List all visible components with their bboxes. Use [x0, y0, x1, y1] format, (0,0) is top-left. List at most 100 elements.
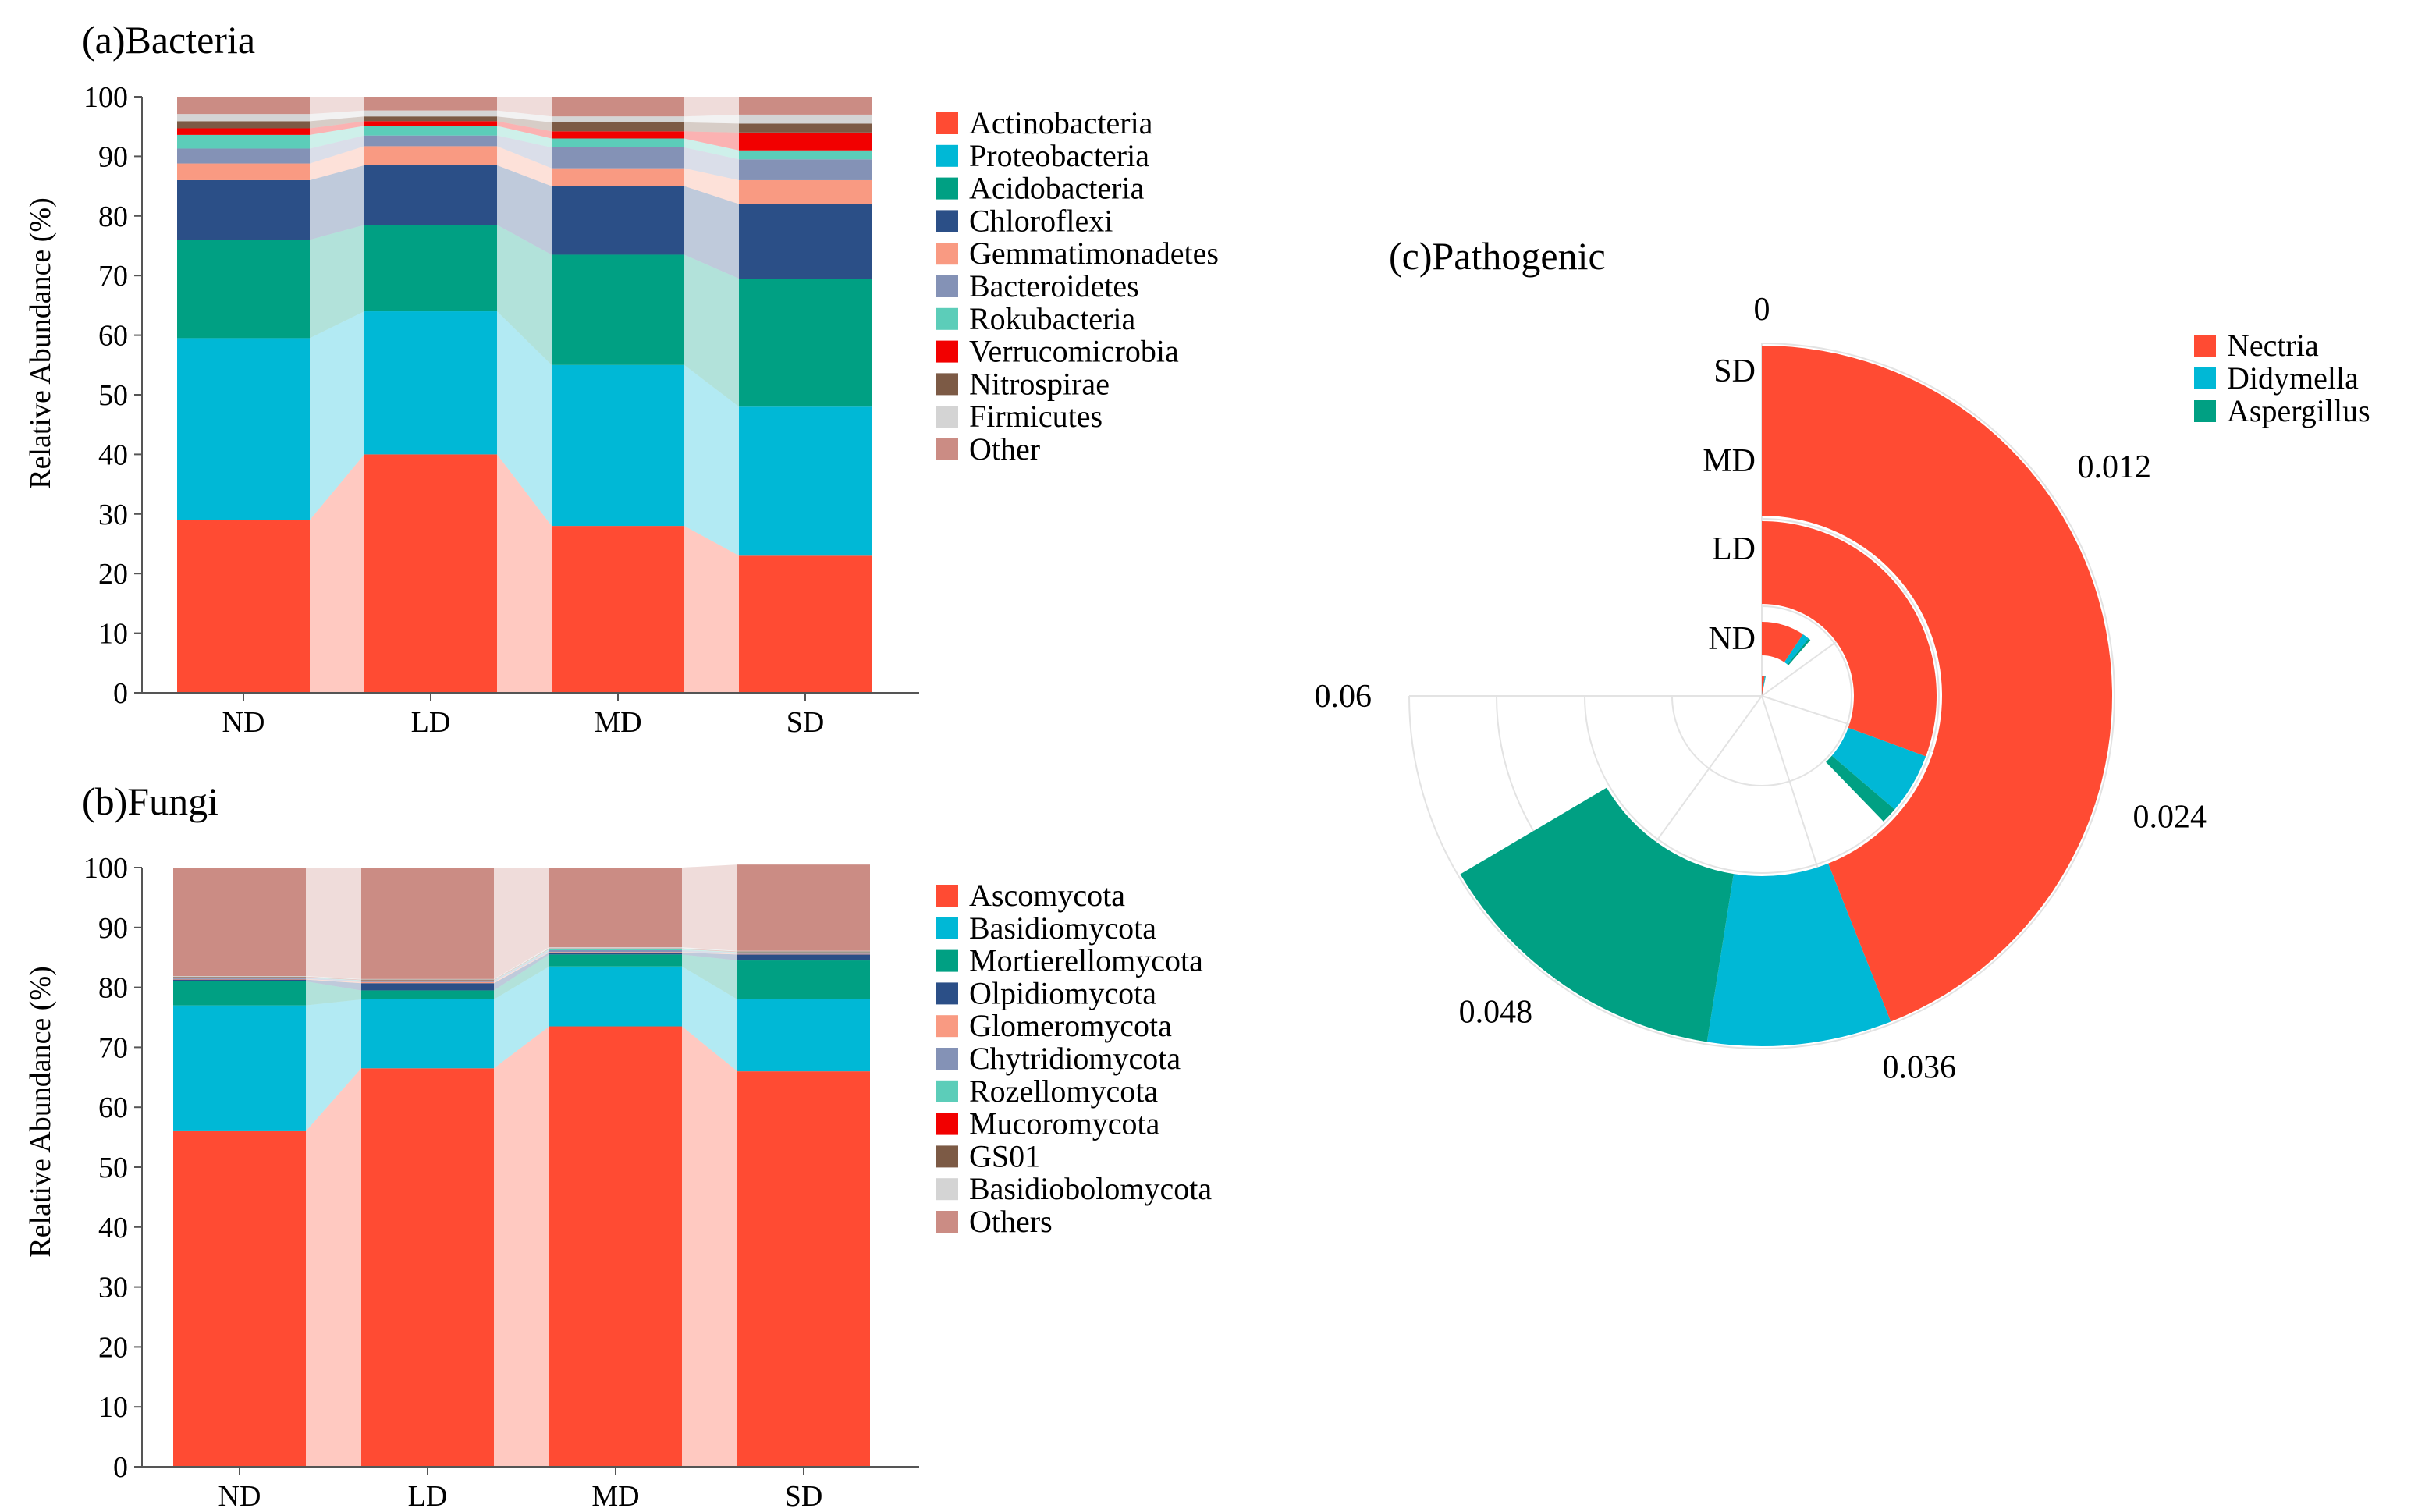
fungi-y-tick-label: 50	[98, 1152, 128, 1184]
legend-swatch-nectria	[2194, 335, 2216, 357]
bacteria-band-proteobacteria-1	[497, 311, 552, 527]
fungi-bar-sd-mortierellomycota	[737, 960, 870, 999]
bacteria-bar-nd-verrucomicrobia	[177, 128, 310, 135]
fungi-band-rozellomycota-1	[494, 949, 549, 981]
bacteria-band-gemmatimonadetes-1	[497, 146, 552, 186]
legend-label-basidiobolomycota: Basidiobolomycota	[969, 1171, 1212, 1206]
bacteria-band-firmicutes-2	[684, 114, 739, 124]
fungi-bar-nd-basidiobolomycota	[173, 976, 306, 977]
bacteria-bar-sd-verrucomicrobia	[739, 132, 872, 151]
legend-label-bacteroidetes: Bacteroidetes	[969, 268, 1139, 303]
bacteria-x-tick-label-ld: LD	[411, 706, 451, 739]
legend-swatch-aspergillus	[2194, 400, 2216, 422]
bacteria-band-verrucomicrobia-0	[310, 121, 364, 135]
fungi-y-ticks: 0 10 20 30 40 50 60 70 80 90 100	[83, 852, 142, 1484]
bacteria-y-tick-label: 90	[98, 140, 128, 173]
fungi-flow-bands	[306, 864, 737, 1467]
fungi-y-tick-label: 30	[98, 1272, 128, 1304]
radial-bar-md-aspergillus	[1826, 755, 1895, 822]
bacteria-band-other-0	[310, 97, 364, 115]
bacteria-bar-md-nitrospirae	[552, 122, 684, 132]
fungi-bar-md-mortierellomycota	[549, 954, 682, 967]
bacteria-x-tick-label-md: MD	[594, 706, 641, 739]
fungi-band-mucoromycota-2	[682, 949, 737, 953]
radial-bar-sd-aspergillus	[1460, 787, 1734, 1042]
legend-swatch-basidiobolomycota	[936, 1178, 958, 1201]
bacteria-bar-nd-rokubacteria	[177, 134, 310, 149]
fungi-bar-nd-others	[173, 868, 306, 977]
radial-bar-sd-didymella	[1706, 863, 1891, 1046]
pathogenic-chart-title: (c)Pathogenic	[1389, 234, 1606, 278]
legend-swatch-actinobacteria	[936, 112, 958, 134]
fungi-x-tick-label-nd: ND	[218, 1480, 261, 1512]
fungi-band-rozellomycota-2	[682, 949, 737, 953]
bacteria-y-tick-label: 80	[98, 201, 128, 233]
bacteria-bar-sd-actinobacteria	[739, 555, 872, 693]
fungi-y-tick-label: 90	[98, 912, 128, 945]
legend-swatch-bacteroidetes	[936, 275, 958, 297]
fungi-bar-ld-rozellomycota	[361, 980, 494, 981]
fungi-y-tick-label: 20	[98, 1331, 128, 1364]
legend-swatch-gs01	[936, 1145, 958, 1168]
fungi-bar-nd-mortierellomycota	[173, 981, 306, 1006]
bacteria-band-nitrospirae-2	[684, 122, 739, 133]
bacteria-x-tick-label-sd: SD	[787, 706, 825, 739]
bacteria-y-tick-label: 20	[98, 558, 128, 591]
radial-bar-ld-aspergillus	[1787, 638, 1811, 665]
legend-label-chloroflexi: Chloroflexi	[969, 203, 1113, 238]
bacteria-band-other-1	[497, 97, 552, 117]
fungi-x-ticks: ND LD MD SD	[218, 1467, 823, 1512]
radial-grid-ring	[1671, 605, 1852, 786]
bacteria-bar-sd-chloroflexi	[739, 204, 872, 279]
fungi-x-tick-label-sd: SD	[785, 1480, 823, 1512]
bacteria-bar-sd-bacteroidetes	[739, 159, 872, 180]
fungi-band-glomeromycota-1	[494, 952, 549, 984]
fungi-band-basidiomycota-0	[306, 999, 361, 1131]
bacteria-bar-ld-nitrospirae	[364, 116, 497, 122]
fungi-bar-md-glomeromycota	[549, 952, 682, 953]
fungi-y-tick-label: 70	[98, 1031, 128, 1064]
bacteria-legend: ActinobacteriaProteobacteriaAcidobacteri…	[936, 105, 1219, 467]
legend-swatch-mucoromycota	[936, 1113, 958, 1135]
legend-swatch-rokubacteria	[936, 307, 958, 330]
bacteria-x-tick-label-nd: ND	[222, 706, 265, 739]
bacteria-bar-nd-actinobacteria	[177, 520, 310, 693]
bacteria-bar-sd-gemmatimonadetes	[739, 179, 872, 204]
legend-label-aspergillus: Aspergillus	[2227, 393, 2370, 428]
fungi-y-tick-label: 100	[83, 852, 128, 885]
bacteria-bar-md-acidobacteria	[552, 254, 684, 365]
bacteria-bar-nd-acidobacteria	[177, 240, 310, 339]
fungi-band-rozellomycota-0	[306, 977, 361, 981]
radial-bar-sd-nectria	[1762, 346, 2112, 1022]
radial-category-label-nd: ND	[1708, 621, 1756, 657]
fungi-band-glomeromycota-0	[306, 978, 361, 984]
radial-tick-label-5: 0.06	[1315, 679, 1372, 715]
fungi-bar-ld-basidiobolomycota	[361, 978, 494, 980]
legend-swatch-proteobacteria	[936, 144, 958, 167]
legend-swatch-chytridiomycota	[936, 1048, 958, 1070]
legend-swatch-olpidiomycota	[936, 982, 958, 1005]
fungi-bar-ld-others	[361, 868, 494, 979]
bacteria-bar-sd-nitrospirae	[739, 123, 872, 133]
legend-swatch-nitrospirae	[936, 373, 958, 396]
fungi-bar-sd-basidiomycota	[737, 999, 870, 1072]
radial-category-label-md: MD	[1703, 443, 1756, 479]
bacteria-band-rokubacteria-1	[497, 126, 552, 147]
pathogenic-radial-bars	[1460, 346, 2112, 1046]
legend-label-rozellomycota: Rozellomycota	[969, 1074, 1158, 1109]
bacteria-band-chloroflexi-0	[310, 165, 364, 240]
bacteria-band-rokubacteria-2	[684, 138, 739, 160]
radial-tick-label-4: 0.048	[1459, 995, 1533, 1031]
legend-label-others: Others	[969, 1204, 1053, 1239]
legend-swatch-others	[936, 1211, 958, 1233]
bacteria-band-bacteroidetes-1	[497, 135, 552, 169]
legend-swatch-other	[936, 438, 958, 460]
fungi-bar-sd-basidiobolomycota	[737, 950, 870, 952]
legend-swatch-rozellomycota	[936, 1080, 958, 1102]
bacteria-band-verrucomicrobia-1	[497, 121, 552, 139]
bacteria-bar-nd-proteobacteria	[177, 338, 310, 520]
fungi-band-basidiomycota-2	[682, 966, 737, 1072]
fungi-bar-sd-others	[737, 864, 870, 951]
